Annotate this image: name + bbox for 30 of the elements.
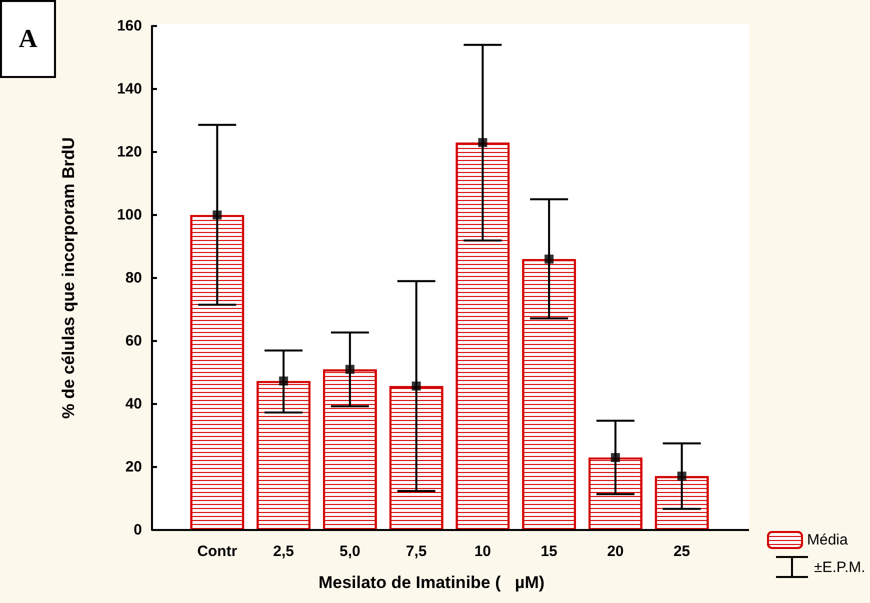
x-tick-label: 7,5 bbox=[406, 543, 427, 560]
y-tick-label: 60 bbox=[125, 332, 142, 350]
x-tick-label: 25 bbox=[673, 543, 690, 560]
y-tick-label: 20 bbox=[125, 458, 142, 476]
point bbox=[279, 376, 288, 386]
text: A bbox=[0, 0, 56, 78]
legend-label: Média bbox=[807, 532, 849, 548]
y-tick-label: 100 bbox=[116, 206, 142, 224]
y-tick-label: 80 bbox=[125, 270, 142, 286]
y-tick-label: 160 bbox=[116, 18, 142, 34]
point bbox=[212, 210, 222, 220]
point bbox=[412, 382, 421, 391]
y-tick-label: 0 bbox=[134, 522, 142, 538]
x-tick-label: Contr bbox=[197, 543, 238, 560]
point bbox=[610, 453, 620, 462]
point bbox=[544, 254, 554, 264]
x-axis-title: Mesilato de Imatinibe ( µM) bbox=[318, 573, 545, 592]
point bbox=[478, 138, 488, 148]
point bbox=[677, 472, 686, 481]
x-tick-label: 10 bbox=[474, 543, 492, 560]
x-tick-label: 15 bbox=[540, 543, 558, 560]
y-tick-label: 140 bbox=[116, 80, 142, 98]
text: ±E.P.M. bbox=[814, 558, 866, 576]
y-tick-label: 120 bbox=[116, 144, 142, 160]
x-tick-label: 20 bbox=[607, 543, 624, 560]
y-axis-title: % de células que incorporam BrdU bbox=[59, 137, 78, 419]
point bbox=[345, 364, 354, 374]
x-tick-label: 2,5 bbox=[273, 543, 294, 560]
x-tick-label: 5,0 bbox=[340, 543, 360, 560]
y-tick-label: 40 bbox=[125, 396, 142, 412]
